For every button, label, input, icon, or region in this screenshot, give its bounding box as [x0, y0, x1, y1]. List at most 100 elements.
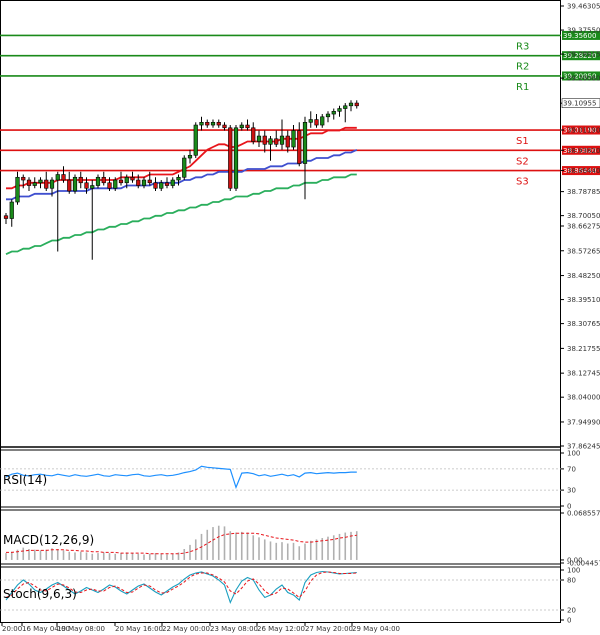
candle: [130, 171, 135, 183]
candle-body: [251, 127, 256, 142]
candle: [113, 177, 118, 192]
candle-body: [153, 182, 158, 189]
price-tick-label: 39.01190: [567, 127, 600, 135]
candle: [325, 111, 331, 123]
candle: [164, 177, 170, 189]
rsi-line: [5, 465, 357, 490]
candlestick-series: [3, 100, 359, 260]
level-value-r1: 39.20850: [563, 72, 596, 80]
time-tick-label: 26 May 12:00: [257, 625, 305, 633]
candle: [21, 174, 26, 189]
price-tag: [561, 98, 600, 108]
price-tick-label: 38.04000: [567, 394, 600, 402]
candle: [118, 171, 124, 186]
candle: [268, 136, 273, 161]
time-tick-label: 20 May 16:00: [115, 625, 163, 633]
macd-signal-line: [6, 532, 357, 555]
candle-body: [302, 121, 308, 164]
macd-panel: 0.068557 0.00-0.004457: [5, 510, 600, 568]
candle: [210, 119, 216, 128]
candle-body: [337, 108, 342, 112]
candle: [245, 119, 250, 131]
candle: [141, 177, 147, 189]
macd-tick-label: 0.00: [567, 556, 583, 564]
candle: [176, 174, 181, 186]
candle: [274, 130, 279, 148]
candle: [233, 125, 239, 192]
candle-body: [291, 130, 296, 148]
level-name-r3: R3: [516, 41, 529, 52]
candle: [302, 116, 308, 200]
candle-body: [84, 182, 89, 189]
candle-body: [170, 179, 175, 186]
candle-body: [44, 179, 49, 189]
candle: [95, 174, 101, 189]
level-name-s2: S2: [516, 156, 529, 167]
candle: [32, 177, 37, 189]
stoch-tick-label: 20: [567, 607, 576, 615]
chart-frame: [0, 0, 561, 623]
candle-body: [325, 113, 331, 118]
price-tick-label: 38.86440: [567, 167, 600, 175]
stoch-k-line: [5, 570, 357, 605]
time-tick-label: 29 May 04:00: [352, 625, 400, 633]
candle: [147, 171, 152, 186]
candle-body: [49, 179, 55, 189]
time-tick-label: 16 May 04:00: [22, 625, 70, 633]
price-tick-label: 38.70050: [567, 212, 600, 220]
candle-body: [72, 176, 78, 192]
candle-body: [136, 179, 141, 186]
candle-body: [164, 182, 170, 186]
candle-body: [285, 135, 290, 148]
level-tag-r3: [562, 30, 600, 40]
candle-body: [176, 176, 181, 181]
candle-body: [124, 176, 129, 184]
candle-body: [141, 179, 147, 186]
candle: [9, 199, 14, 227]
stoch-title: Stoch(9,6,3): [3, 587, 77, 601]
candle-body: [228, 127, 233, 189]
candle: [182, 155, 187, 181]
candle-body: [55, 174, 60, 181]
candle: [78, 171, 83, 189]
candle-body: [279, 135, 285, 145]
candle-body: [182, 157, 187, 178]
macd-title: MACD(12,26,9): [3, 533, 94, 547]
level-tag-s2: [562, 145, 600, 155]
time-tick-label: 27 May 20:00: [305, 625, 353, 633]
price-tick-label: 38.66275: [567, 223, 600, 231]
candle: [90, 180, 95, 260]
candle: [297, 122, 302, 167]
candle: [67, 171, 72, 194]
price-tick-label: 39.46305: [567, 3, 600, 11]
level-tag-r1: [562, 71, 600, 81]
candle: [153, 177, 158, 192]
candle-body: [15, 176, 20, 203]
candle-body: [205, 121, 210, 126]
support-resistance-levels: R3 39.35600 R2 39.28220 R1 39.20850 S1 39.01190…: [0, 30, 600, 188]
candle-body: [274, 138, 279, 145]
candle: [107, 177, 112, 192]
candle: [262, 130, 267, 153]
candle: [26, 177, 32, 192]
candle: [222, 122, 227, 131]
stoch-panel: 100 80 20 0: [0, 567, 580, 625]
rsi-tick-label: 70: [567, 465, 576, 473]
candle-body: [331, 110, 336, 115]
candle-body: [262, 135, 267, 145]
price-tick-label: 38.78785: [567, 188, 600, 196]
candle-body: [245, 124, 250, 129]
candle-body: [210, 121, 216, 126]
stoch-d-line: [5, 571, 357, 599]
rsi-tick-label: 0: [567, 503, 571, 511]
candle: [308, 111, 313, 128]
candle-body: [61, 174, 66, 181]
candle-body: [187, 154, 193, 159]
candle-body: [107, 182, 112, 189]
candle: [124, 174, 129, 189]
price-tick-label: 38.48250: [567, 272, 600, 280]
candle: [49, 177, 55, 197]
macd-tick-label: 0.068557: [567, 510, 600, 518]
